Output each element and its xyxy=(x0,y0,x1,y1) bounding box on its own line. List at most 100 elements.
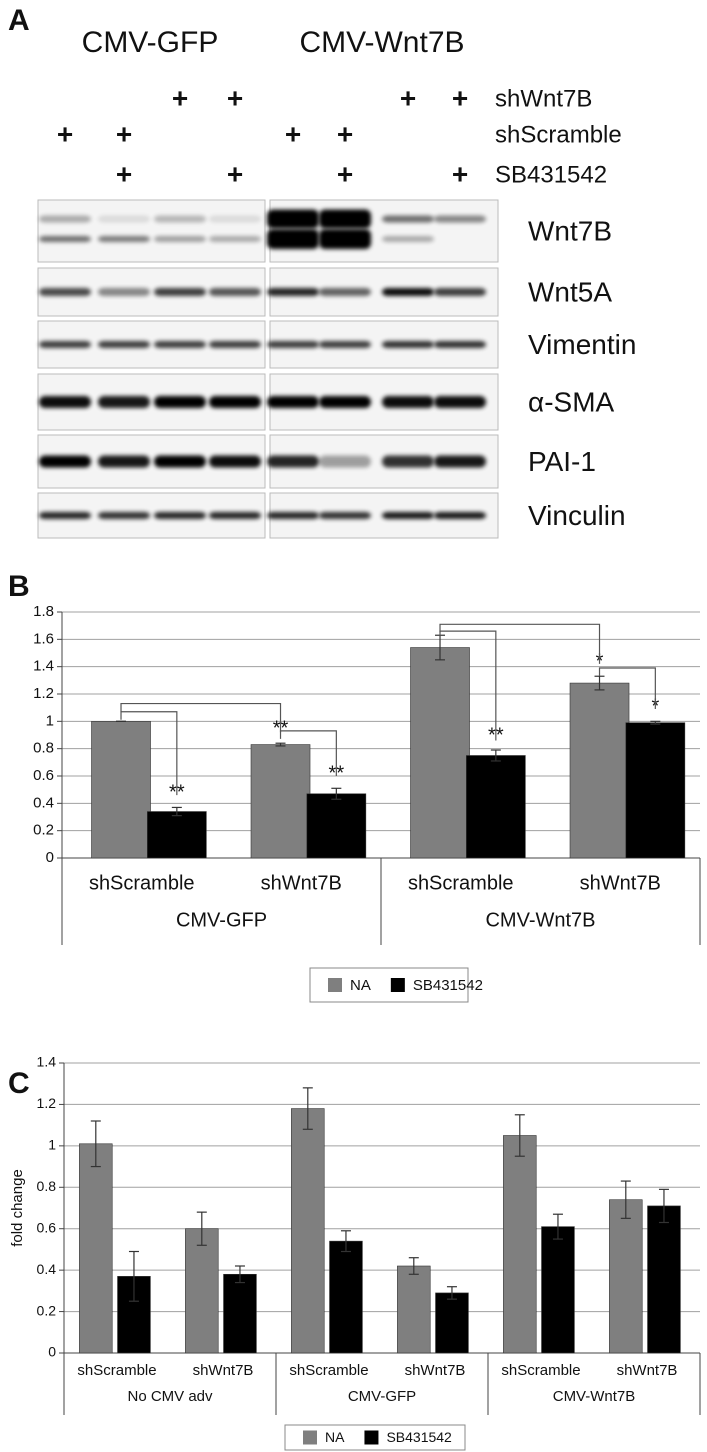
bar xyxy=(79,1143,113,1354)
treatment-mark: + xyxy=(452,82,468,113)
y-tick-label: 1.4 xyxy=(33,658,54,675)
treatment-label: shScramble xyxy=(495,121,622,148)
bracket xyxy=(439,630,497,741)
band xyxy=(434,512,486,519)
band xyxy=(382,396,434,408)
legend-label: SB431542 xyxy=(386,1429,452,1445)
x-tick-label: shScramble xyxy=(89,872,195,894)
band xyxy=(319,229,371,249)
band xyxy=(154,512,206,519)
band xyxy=(267,341,319,348)
band xyxy=(434,455,486,468)
blot-label: α-SMA xyxy=(528,386,615,417)
y-tick-label: 1 xyxy=(46,712,54,729)
bar xyxy=(291,1108,325,1354)
treatment-label: SB431542 xyxy=(495,161,607,188)
error-bar xyxy=(196,1211,207,1246)
band xyxy=(39,396,91,408)
treatment-mark: + xyxy=(227,82,243,113)
x-tick-label: shScramble xyxy=(501,1362,580,1379)
legend-swatch xyxy=(303,1430,317,1445)
error-bar xyxy=(490,749,501,762)
group-label: CMV-Wnt7B xyxy=(553,1388,636,1405)
band xyxy=(319,341,371,348)
y-tick-label: 0 xyxy=(48,1344,56,1360)
error-bar xyxy=(594,675,605,691)
error-bar xyxy=(446,1286,457,1300)
band xyxy=(267,209,319,229)
bar xyxy=(435,1292,469,1354)
blot-label: Wnt5A xyxy=(528,276,612,307)
band xyxy=(39,512,91,519)
band xyxy=(382,455,434,468)
error-bar xyxy=(302,1087,313,1130)
band xyxy=(98,236,150,242)
y-tick-label: 1.2 xyxy=(33,685,54,702)
band xyxy=(39,288,91,296)
x-tick-label: shWnt7B xyxy=(261,872,342,894)
treatment-mark: + xyxy=(400,82,416,113)
bar xyxy=(397,1265,431,1354)
band xyxy=(319,455,371,468)
band xyxy=(98,341,150,348)
error-bar xyxy=(234,1265,245,1284)
band xyxy=(98,215,150,223)
panel-label: B xyxy=(8,570,30,603)
blot-label: Wnt7B xyxy=(528,215,612,246)
band xyxy=(98,455,150,468)
band xyxy=(434,341,486,348)
band xyxy=(209,215,261,223)
bar xyxy=(541,1226,575,1354)
bracket xyxy=(598,667,656,710)
band xyxy=(154,215,206,223)
bracket xyxy=(120,702,282,733)
treatment-mark: + xyxy=(337,118,353,149)
band xyxy=(267,229,319,249)
y-tick-label: 0.6 xyxy=(33,767,54,784)
bar xyxy=(625,722,686,859)
y-tick-label: 0.2 xyxy=(33,822,54,839)
treatment-mark: + xyxy=(452,158,468,189)
band xyxy=(209,341,261,348)
error-bar xyxy=(340,1230,351,1253)
y-tick-label: 1.8 xyxy=(33,603,54,620)
band xyxy=(319,288,371,296)
group-label: CMV-Wnt7B xyxy=(299,26,464,59)
error-bar xyxy=(275,742,286,747)
bracket xyxy=(120,711,178,796)
band xyxy=(39,455,91,468)
y-tick-label: 1.2 xyxy=(37,1095,57,1111)
y-tick-label: 0.4 xyxy=(33,794,54,811)
treatment-mark: + xyxy=(337,158,353,189)
group-label: No CMV adv xyxy=(127,1388,213,1405)
panel-label: C xyxy=(8,1067,30,1100)
bracket xyxy=(279,730,337,776)
band xyxy=(39,341,91,348)
group-label: CMV-GFP xyxy=(176,909,267,931)
band xyxy=(434,215,486,223)
band xyxy=(209,455,261,468)
band xyxy=(154,236,206,242)
treatment-mark: + xyxy=(285,118,301,149)
y-axis-label: fold change xyxy=(9,1169,26,1247)
error-bar xyxy=(658,1188,669,1224)
error-bar xyxy=(171,806,182,817)
blot-label: Vimentin xyxy=(528,329,636,360)
bar xyxy=(466,755,526,859)
x-tick-label: shScramble xyxy=(289,1362,368,1379)
blot-label: Vinculin xyxy=(528,500,626,531)
y-tick-label: 1.4 xyxy=(37,1054,57,1070)
band xyxy=(154,396,206,408)
x-tick-label: shWnt7B xyxy=(580,872,661,894)
y-tick-label: 0 xyxy=(46,849,54,866)
band xyxy=(267,396,319,408)
error-bar xyxy=(408,1257,419,1275)
band xyxy=(382,236,434,242)
band xyxy=(154,341,206,348)
band xyxy=(382,215,434,223)
error-bar xyxy=(620,1180,631,1219)
x-tick-label: shWnt7B xyxy=(405,1362,466,1379)
bar xyxy=(569,682,630,859)
bar xyxy=(329,1240,363,1354)
